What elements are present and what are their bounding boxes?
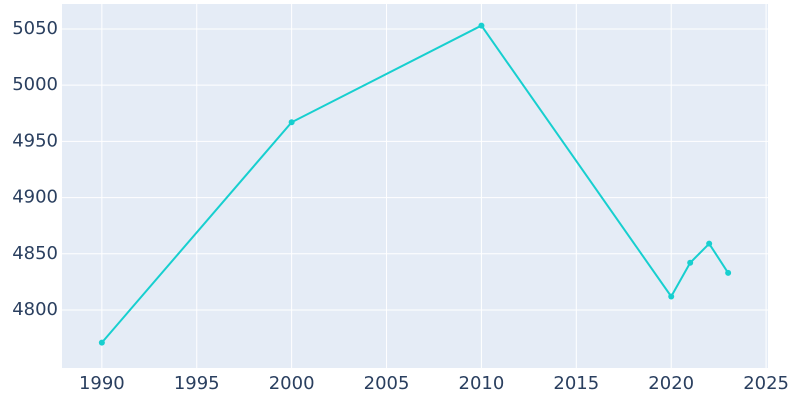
marker [288, 119, 295, 126]
marker [98, 339, 105, 346]
marker [478, 22, 485, 29]
x-tick-label: 2010 [459, 373, 505, 394]
marker [687, 259, 694, 266]
x-tick-label: 2025 [743, 373, 789, 394]
marker [725, 269, 732, 276]
y-tick-label: 5050 [12, 18, 58, 39]
y-tick-label: 4850 [12, 243, 58, 264]
y-tick-label: 4800 [12, 299, 58, 320]
x-tick-label: 1995 [174, 373, 220, 394]
y-tick-label: 4950 [12, 130, 58, 151]
y-tick-label: 4900 [12, 187, 58, 208]
plot-background [62, 4, 768, 368]
x-tick-label: 2020 [648, 373, 694, 394]
y-tick-label: 5000 [12, 74, 58, 95]
marker [706, 240, 713, 247]
x-tick-label: 2000 [269, 373, 315, 394]
x-tick-label: 2015 [553, 373, 599, 394]
marker [668, 293, 675, 300]
x-tick-label: 1990 [79, 373, 125, 394]
x-tick-label: 2005 [364, 373, 410, 394]
